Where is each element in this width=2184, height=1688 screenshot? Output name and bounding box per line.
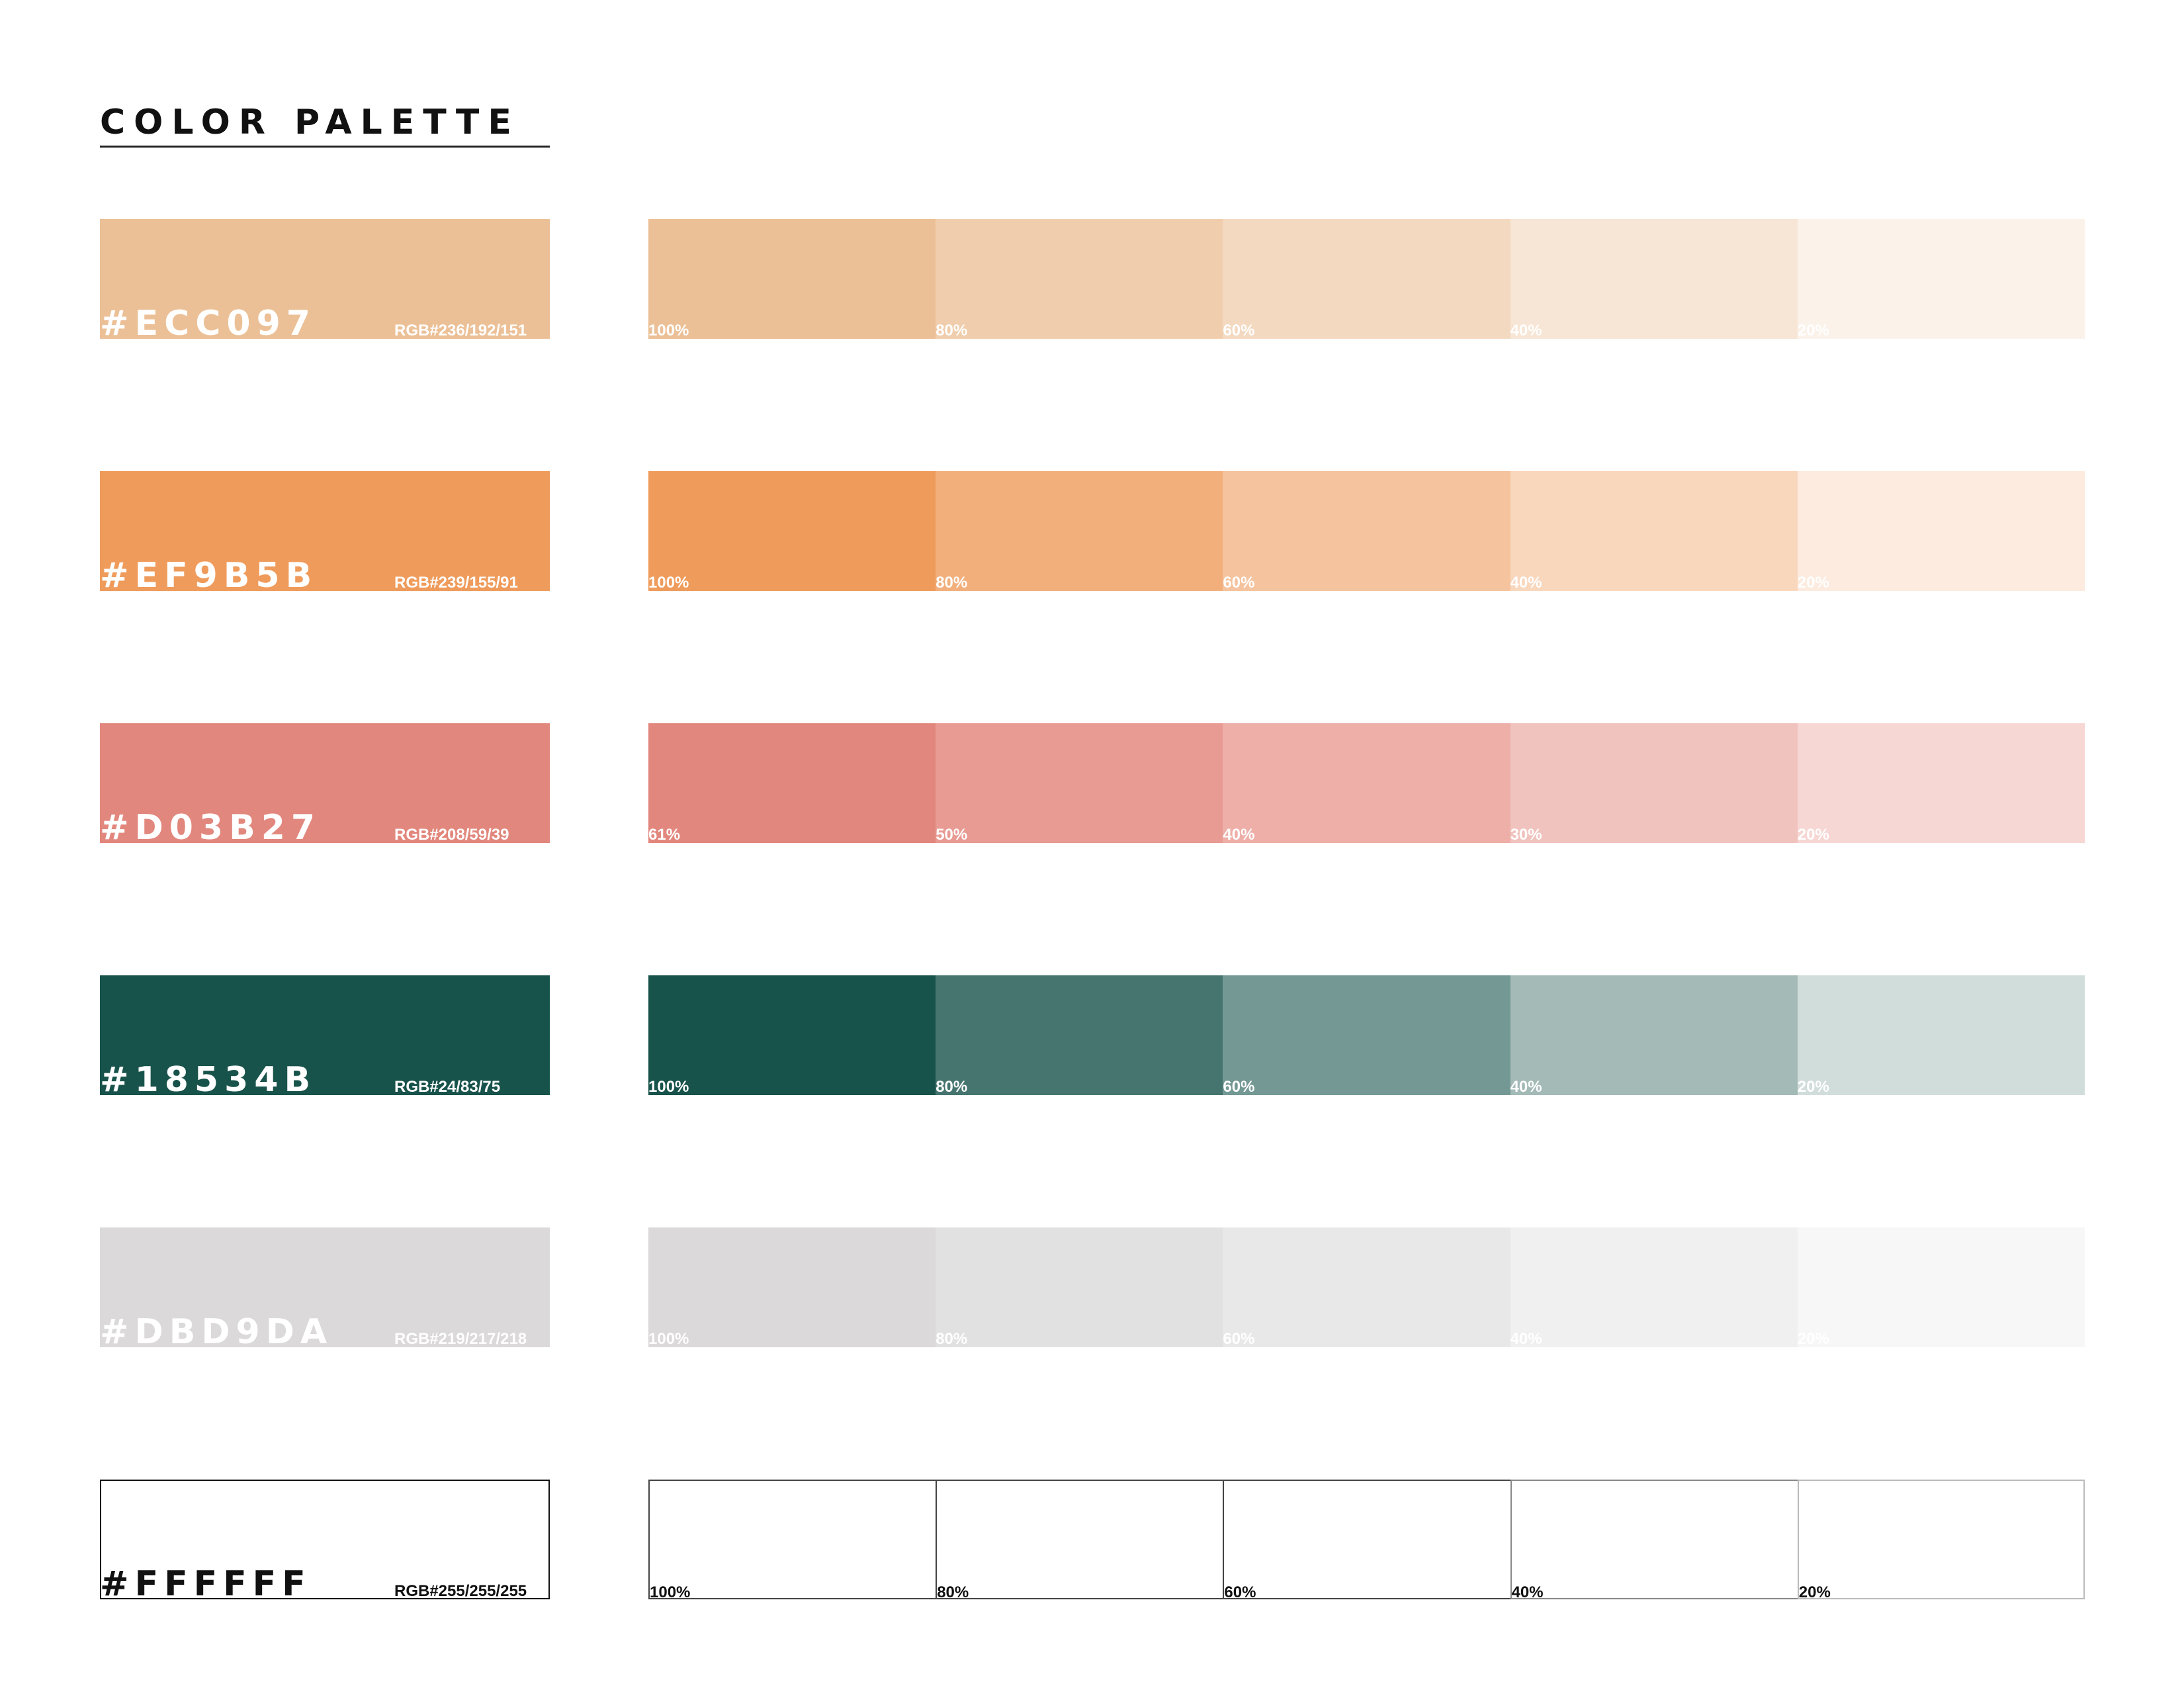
tint-percent-label: 40%: [1510, 574, 1542, 592]
tint-percent-label: 80%: [936, 1078, 968, 1096]
tint-swatch: 80%: [936, 975, 1223, 1096]
hex-code-label: #ECC097: [100, 304, 316, 343]
tint-strip: 100% 80% 60% 40% 20%: [648, 975, 2085, 1096]
tint-percent-label: 20%: [1797, 1078, 1829, 1096]
tint-percent-label: 20%: [1798, 1583, 1831, 1601]
tint-percent-label: 20%: [1797, 1330, 1829, 1348]
hex-code-label: #EF9B5B: [100, 556, 318, 596]
tint-percent-label: 60%: [1223, 322, 1255, 339]
tint-percent-label: 60%: [1223, 1330, 1255, 1348]
tint-swatch: 100%: [648, 1480, 936, 1601]
palette-row: #FFFFFF RGB#255/255/255 100% 80% 60% 40% 20%: [0, 1480, 2184, 1604]
rgb-value-label: RGB#24/83/75: [394, 1078, 501, 1096]
tint-percent-label: 80%: [936, 322, 968, 339]
palette-row: #D03B27 RGB#208/59/39 61% 50% 40% 30% 20%: [0, 723, 2184, 848]
tint-percent-label: 100%: [648, 1078, 689, 1096]
tint-percent-label: 20%: [1797, 322, 1829, 339]
tint-swatch: 100%: [648, 471, 936, 592]
tint-percent-label: 40%: [1510, 1330, 1542, 1348]
tint-swatch: 60%: [1223, 975, 1510, 1096]
tint-swatch: 80%: [936, 1480, 1223, 1601]
tint-swatch: 60%: [1223, 219, 1510, 339]
tint-percent-label: 30%: [1510, 826, 1542, 844]
tint-swatch: 40%: [1510, 1227, 1798, 1348]
hex-code-label: #D03B27: [100, 808, 322, 848]
tint-swatch: 40%: [1510, 1480, 1798, 1601]
title-underline: [100, 146, 550, 148]
tint-swatch: 60%: [1223, 471, 1510, 592]
tint-swatch: 40%: [1510, 975, 1798, 1096]
tint-percent-label: 40%: [1510, 1078, 1542, 1096]
tint-swatch: 50%: [936, 723, 1223, 844]
tint-swatch: 80%: [936, 219, 1223, 339]
tint-percent-label: 40%: [1223, 826, 1255, 844]
tint-percent-label: 100%: [648, 1330, 689, 1348]
tint-swatch: 20%: [1797, 219, 2085, 339]
tint-swatch: 60%: [1223, 1480, 1510, 1601]
palette-row: #18534B RGB#24/83/75 100% 80% 60% 40% 20%: [0, 975, 2184, 1100]
tint-swatch: 80%: [936, 1227, 1223, 1348]
page-title: COLOR PALETTE: [100, 103, 520, 142]
rgb-value-label: RGB#239/155/91: [394, 574, 518, 592]
tint-percent-label: 60%: [1223, 1078, 1255, 1096]
rgb-value-label: RGB#219/217/218: [394, 1330, 527, 1348]
tint-percent-label: 80%: [936, 1330, 968, 1348]
tint-strip: 61% 50% 40% 30% 20%: [648, 723, 2085, 844]
tint-percent-label: 60%: [1223, 574, 1255, 592]
tint-swatch: 40%: [1510, 219, 1798, 339]
tint-swatch: 60%: [1223, 1227, 1510, 1348]
tint-percent-label: 50%: [936, 826, 968, 844]
palette-row: #ECC097 RGB#236/192/151 100% 80% 60% 40% 20%: [0, 219, 2184, 343]
tint-strip: 100% 80% 60% 40% 20%: [648, 1480, 2085, 1601]
tint-percent-label: 80%: [936, 574, 968, 592]
tint-swatch: 100%: [648, 975, 936, 1096]
rgb-value-label: RGB#208/59/39: [394, 826, 509, 844]
palette-row: #DBD9DA RGB#219/217/218 100% 80% 60% 40% 20%: [0, 1227, 2184, 1352]
hex-code-label: #FFFFFF: [100, 1564, 312, 1604]
tint-percent-label: 80%: [937, 1583, 969, 1601]
tint-swatch: 40%: [1223, 723, 1510, 844]
tint-swatch: 30%: [1510, 723, 1798, 844]
tint-swatch: 61%: [648, 723, 936, 844]
tint-percent-label: 61%: [648, 826, 681, 844]
tint-percent-label: 20%: [1797, 826, 1829, 844]
main-color-swatch: [100, 975, 550, 1095]
main-color-swatch: [100, 1480, 550, 1599]
tint-percent-label: 100%: [648, 574, 689, 592]
tint-swatch: 20%: [1797, 1480, 2085, 1601]
tint-percent-label: 40%: [1510, 322, 1542, 339]
palette-row: #EF9B5B RGB#239/155/91 100% 80% 60% 40% 20%: [0, 471, 2184, 596]
tint-swatch: 100%: [648, 219, 936, 339]
tint-swatch: 80%: [936, 471, 1223, 592]
tint-percent-label: 60%: [1224, 1583, 1256, 1601]
tint-swatch: 20%: [1797, 1227, 2085, 1348]
tint-strip: 100% 80% 60% 40% 20%: [648, 471, 2085, 592]
tint-swatch: 20%: [1797, 471, 2085, 592]
tint-percent-label: 100%: [648, 322, 689, 339]
tint-percent-label: 100%: [650, 1583, 691, 1601]
tint-strip: 100% 80% 60% 40% 20%: [648, 1227, 2085, 1348]
tint-strip: 100% 80% 60% 40% 20%: [648, 219, 2085, 339]
main-color-swatch: [100, 219, 550, 339]
rgb-value-label: RGB#255/255/255: [394, 1582, 527, 1600]
hex-code-label: #18534B: [100, 1060, 317, 1100]
tint-swatch: 40%: [1510, 471, 1798, 592]
tint-swatch: 20%: [1797, 723, 2085, 844]
rgb-value-label: RGB#236/192/151: [394, 322, 527, 339]
tint-percent-label: 20%: [1797, 574, 1829, 592]
main-color-swatch: [100, 471, 550, 591]
tint-swatch: 100%: [648, 1227, 936, 1348]
hex-code-label: #DBD9DA: [100, 1312, 333, 1352]
tint-swatch: 20%: [1797, 975, 2085, 1096]
main-color-swatch: [100, 1227, 550, 1347]
tint-percent-label: 40%: [1511, 1583, 1544, 1601]
main-color-swatch: [100, 723, 550, 843]
